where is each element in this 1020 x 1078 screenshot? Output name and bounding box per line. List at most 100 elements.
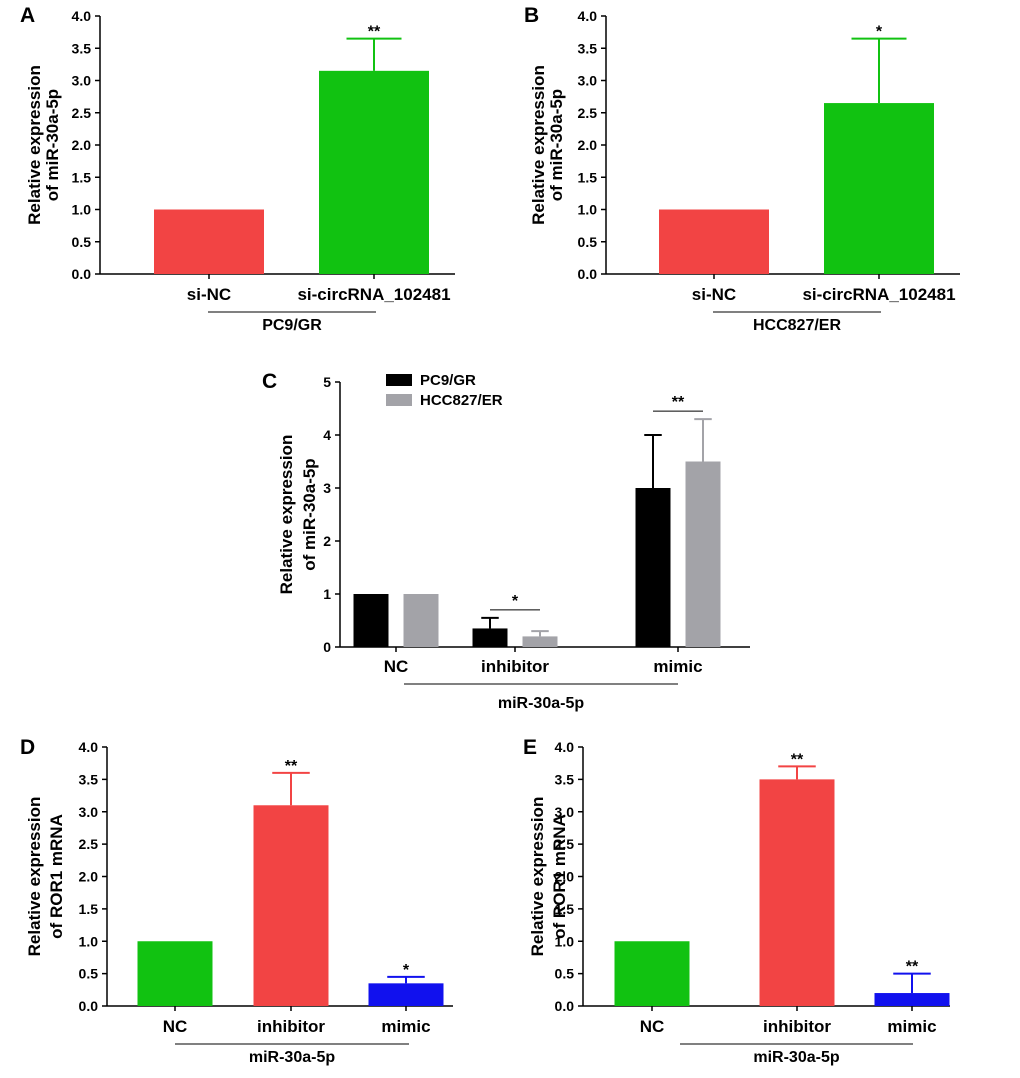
y-tick-label: 3.0: [72, 73, 92, 89]
y-tick-label: 0.0: [578, 266, 598, 282]
significance-marker: **: [285, 758, 298, 775]
y-tick-label: 4.0: [555, 739, 575, 755]
x-tick-label: si-NC: [187, 285, 231, 304]
y-axis-label: of ROR1 mRNA: [47, 814, 66, 939]
panel-letter: C: [262, 370, 277, 393]
group-label: miR-30a-5p: [498, 695, 584, 712]
y-tick-label: 3: [323, 480, 331, 496]
x-tick-label: mimic: [381, 1017, 430, 1036]
group-label: miR-30a-5p: [753, 1049, 839, 1066]
y-tick-label: 3.0: [578, 73, 598, 89]
y-tick-label: 3.0: [555, 804, 575, 820]
y-tick-label: 3.5: [72, 40, 92, 56]
legend-label: HCC827/ER: [420, 392, 503, 409]
y-tick-label: 4: [323, 427, 331, 443]
x-tick-label: si-circRNA_102481: [297, 285, 450, 304]
y-tick-label: 4.0: [578, 8, 598, 24]
x-tick-label: NC: [384, 657, 409, 676]
panel-letter: E: [523, 736, 537, 759]
bar: [635, 488, 671, 647]
bar: [253, 805, 329, 1006]
panel-e-chart: E Relative expression of ROR1 mRNA 0.0 0.5 1.…: [523, 736, 950, 1066]
y-tick-label: 0.0: [79, 998, 99, 1014]
x-tick-label: si-NC: [692, 285, 736, 304]
y-tick-label: 5: [323, 374, 331, 390]
bar: [154, 209, 264, 274]
x-tick-label: inhibitor: [257, 1017, 325, 1036]
x-tick-label: inhibitor: [763, 1017, 831, 1036]
panel-letter: D: [20, 736, 35, 759]
x-tick-label: si-circRNA_102481: [802, 285, 955, 304]
y-axis-label: Relative expression: [528, 797, 547, 957]
significance-marker: *: [876, 24, 883, 41]
y-tick-label: 0.0: [555, 998, 575, 1014]
y-tick-label: 0.0: [72, 266, 92, 282]
significance-marker: **: [906, 959, 919, 976]
bar: [368, 983, 444, 1006]
y-tick-label: 1.0: [79, 933, 99, 949]
y-tick-label: 0.5: [79, 966, 99, 982]
y-axis-label: Relative expression: [25, 797, 44, 957]
significance-marker: **: [791, 751, 804, 768]
y-tick-label: 1.5: [72, 169, 92, 185]
y-axis-label: of miR-30a-5p: [547, 89, 566, 201]
panel-letter: B: [524, 4, 539, 27]
y-tick-label: 1.5: [578, 169, 598, 185]
y-tick-label: 0: [323, 639, 331, 655]
legend-swatch: [386, 394, 412, 406]
y-tick-label: 3.0: [79, 804, 99, 820]
bar: [874, 993, 950, 1006]
panel-d-chart: D Relative expression of ROR1 mRNA 0.0 0.5 1.…: [20, 736, 453, 1066]
bar: [137, 941, 213, 1006]
y-axis-label: of miR-30a-5p: [300, 458, 319, 570]
significance-marker: **: [368, 24, 381, 41]
y-tick-label: 0.5: [578, 234, 598, 250]
significance-marker: *: [512, 593, 519, 610]
x-tick-label: NC: [640, 1017, 665, 1036]
panel-c-chart: C Relative expression of miR-30a-5p 0 1 2 3 4 5 N…: [262, 370, 750, 712]
bar: [353, 594, 389, 647]
y-tick-label: 2.5: [72, 105, 92, 121]
y-tick-label: 0.5: [72, 234, 92, 250]
y-axis-label: Relative expression: [529, 65, 548, 225]
bar: [659, 209, 769, 274]
y-axis-label: Relative expression: [25, 65, 44, 225]
group-label: PC9/GR: [262, 317, 322, 334]
group-label: HCC827/ER: [753, 317, 841, 334]
bar: [685, 461, 721, 647]
bar: [403, 594, 439, 647]
y-tick-label: 2.0: [555, 869, 575, 885]
y-tick-label: 4.0: [79, 739, 99, 755]
y-tick-label: 3.5: [555, 771, 575, 787]
y-axis-label: of miR-30a-5p: [43, 89, 62, 201]
y-tick-label: 4.0: [72, 8, 92, 24]
y-tick-label: 2: [323, 533, 331, 549]
bar: [824, 103, 934, 274]
y-axis-label: of ROR1 mRNA: [550, 814, 569, 939]
y-tick-label: 1.5: [555, 901, 575, 917]
x-tick-label: NC: [163, 1017, 188, 1036]
y-tick-label: 2.0: [79, 869, 99, 885]
y-axis-label: Relative expression: [277, 435, 296, 595]
x-tick-label: inhibitor: [481, 657, 549, 676]
group-label: miR-30a-5p: [249, 1049, 335, 1066]
panel-letter: A: [20, 4, 35, 27]
legend-label: PC9/GR: [420, 372, 476, 389]
legend-swatch: [386, 374, 412, 386]
x-tick-label: mimic: [653, 657, 702, 676]
significance-marker: *: [403, 962, 410, 979]
bar: [522, 636, 558, 647]
y-tick-label: 1.0: [555, 933, 575, 949]
y-tick-label: 2.0: [578, 137, 598, 153]
bar: [319, 70, 429, 274]
y-tick-label: 2.5: [79, 836, 99, 852]
y-tick-label: 1.0: [578, 202, 598, 218]
y-tick-label: 3.5: [578, 40, 598, 56]
panel-a-chart: A Relative expression of miR-30a-5p 0.0 0.5 1…: [20, 4, 455, 334]
panel-b-chart: B Relative expression of miR-30a-5p 0.0 0.5 1…: [524, 4, 960, 334]
y-tick-label: 1.5: [79, 901, 99, 917]
y-tick-label: 2.0: [72, 137, 92, 153]
y-tick-label: 1.0: [72, 202, 92, 218]
y-tick-label: 1: [323, 586, 331, 602]
